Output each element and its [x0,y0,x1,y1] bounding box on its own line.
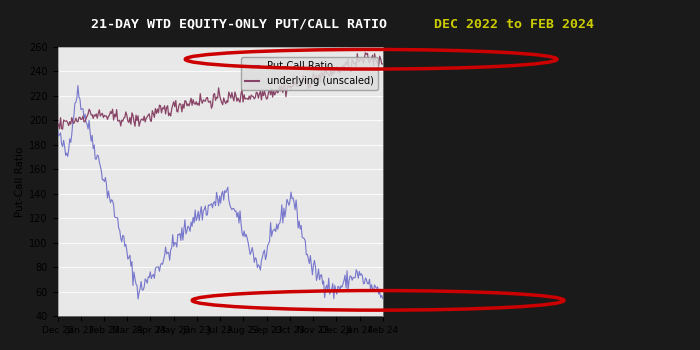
Text: 21-DAY WTD EQUITY-ONLY PUT/CALL RATIO: 21-DAY WTD EQUITY-ONLY PUT/CALL RATIO [91,18,387,30]
Legend: Put-Call Ratio, underlying (unscaled): Put-Call Ratio, underlying (unscaled) [241,57,378,90]
Text: DEC 2022 to FEB 2024: DEC 2022 to FEB 2024 [434,18,594,30]
Y-axis label: Put-Call Ratio: Put-Call Ratio [15,146,25,217]
